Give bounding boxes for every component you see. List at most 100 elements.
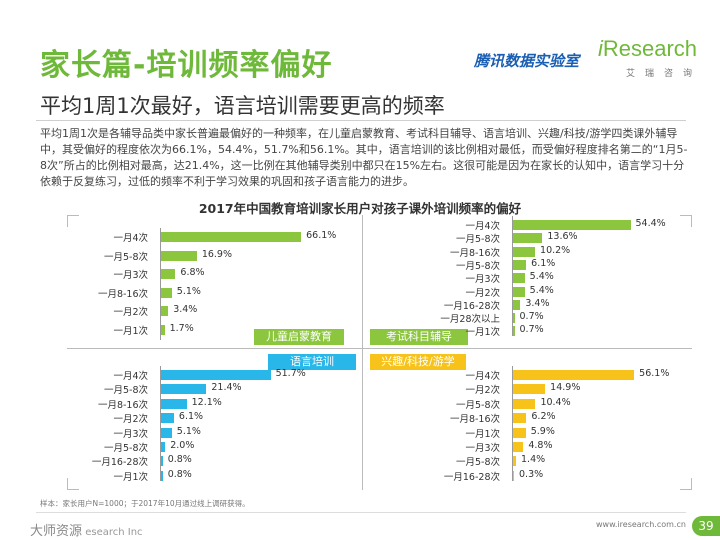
frame-corner-tr — [680, 215, 692, 227]
value-label: 10.2% — [540, 244, 571, 256]
category-label: 一月2次 — [465, 385, 500, 397]
value-label: 6.1% — [531, 257, 556, 269]
value-label: 0.7% — [519, 324, 544, 336]
category-label: 一月5-8次 — [455, 260, 500, 272]
watermark-text: 大师资源 — [30, 524, 83, 539]
category-label: 一月5-8次 — [103, 251, 148, 263]
value-label: 5.4% — [529, 284, 554, 296]
value-label: 54.4% — [635, 218, 666, 229]
frame-corner-tl — [67, 215, 79, 227]
value-label: 5.1% — [176, 285, 201, 297]
chart-frame — [67, 215, 692, 490]
bar — [513, 384, 546, 395]
value-label: 6.1% — [178, 411, 204, 423]
iresearch-logo-i: i — [598, 36, 603, 61]
value-label: 1.4% — [521, 454, 546, 466]
bar — [161, 370, 271, 380]
category-label: 一月16-28次 — [91, 457, 148, 469]
bar — [161, 287, 172, 298]
bar — [513, 299, 521, 310]
category-label: 一月4次 — [465, 221, 500, 232]
bar — [513, 470, 514, 481]
bar — [513, 246, 536, 257]
category-label: 一月28次以上 — [440, 314, 500, 326]
frame-vertical-divider — [362, 215, 363, 490]
bar — [161, 456, 163, 467]
category-label: 一月2次 — [465, 287, 500, 299]
value-label: 6.2% — [531, 411, 556, 423]
value-label: 14.9% — [550, 382, 581, 394]
bar — [513, 442, 524, 452]
value-label: 3.4% — [525, 297, 550, 309]
panel-label-0: 儿童启蒙教育 — [254, 329, 344, 345]
category-label: 一月1次 — [113, 326, 148, 337]
bar — [161, 470, 163, 481]
frame-corner-bl — [67, 478, 79, 490]
bar — [513, 233, 543, 244]
bar — [513, 286, 525, 297]
category-label: 一月8-16次 — [449, 414, 500, 426]
category-label: 一月3次 — [465, 274, 500, 286]
category-label: 一月16-28次 — [443, 471, 500, 483]
page-title: 家长篇-培训频率偏好 — [40, 48, 333, 83]
bar — [161, 306, 169, 317]
bar — [161, 250, 197, 261]
bar — [513, 259, 527, 270]
bar — [161, 269, 176, 280]
iresearch-logo-subtitle: 艾瑞咨询 — [626, 69, 703, 79]
category-label: 一月5-8次 — [103, 385, 148, 397]
value-label: 21.4% — [211, 382, 242, 394]
bar — [161, 232, 302, 242]
bar — [513, 427, 526, 438]
category-label: 一月2次 — [113, 414, 148, 426]
panel-label-1: 考试科目辅导 — [370, 329, 468, 345]
category-label: 一月5-8次 — [455, 399, 500, 411]
category-label: 一月16-28次 — [443, 300, 500, 312]
value-label: 66.1% — [306, 230, 337, 241]
category-label: 一月3次 — [113, 270, 148, 282]
value-label: 56.1% — [639, 368, 670, 379]
category-label: 一月1次 — [465, 428, 500, 440]
footer-company: esearch Inc — [85, 527, 143, 538]
panel-axis-0 — [160, 228, 161, 340]
page-subtitle: 平均1周1次最好，语言培训需要更高的频率 — [40, 94, 445, 118]
value-label: 5.9% — [530, 425, 555, 437]
value-label: 10.4% — [540, 396, 571, 408]
category-label: 一月5-8次 — [455, 457, 500, 469]
category-label: 一月4次 — [113, 371, 148, 382]
page-number: 39 — [692, 516, 720, 536]
bar — [513, 370, 635, 380]
panel-axis-3 — [512, 366, 513, 482]
value-label: 0.7% — [519, 311, 544, 323]
bar — [513, 456, 517, 467]
value-label: 6.8% — [180, 267, 205, 279]
subtitle-divider — [36, 120, 686, 121]
panel-axis-1 — [512, 216, 513, 336]
value-label: 5.1% — [176, 425, 201, 437]
bar — [513, 273, 525, 284]
value-label: 3.4% — [173, 304, 198, 316]
bar — [161, 442, 166, 452]
bar — [161, 384, 207, 395]
category-label: 一月8-16次 — [449, 247, 500, 259]
category-label: 一月4次 — [465, 371, 500, 382]
bar — [513, 413, 527, 424]
bar — [513, 220, 631, 230]
category-label: 一月8-16次 — [97, 288, 148, 300]
category-label: 一月5-8次 — [455, 234, 500, 246]
value-label: 1.7% — [169, 323, 194, 334]
value-label: 5.4% — [529, 271, 554, 283]
footer-divider — [36, 512, 686, 513]
body-paragraph: 平均1周1次是各辅导品类中家长普遍最偏好的一种频率，在儿童启蒙教育、考试科目辅导… — [40, 127, 688, 188]
category-label: 一月1次 — [465, 327, 500, 339]
bar — [161, 413, 174, 424]
category-label: 一月1次 — [113, 471, 148, 483]
value-label: 16.9% — [201, 248, 232, 260]
value-label: 0.8% — [167, 454, 192, 466]
category-label: 一月3次 — [465, 443, 500, 454]
value-label: 0.8% — [167, 468, 192, 480]
value-label: 2.0% — [170, 440, 195, 451]
footer-url: www.iresearch.com.cn — [596, 520, 686, 529]
panel-label-2: 语言培训 — [268, 354, 356, 370]
tencent-data-lab-logo: 腾讯数据实验室 — [474, 52, 580, 70]
